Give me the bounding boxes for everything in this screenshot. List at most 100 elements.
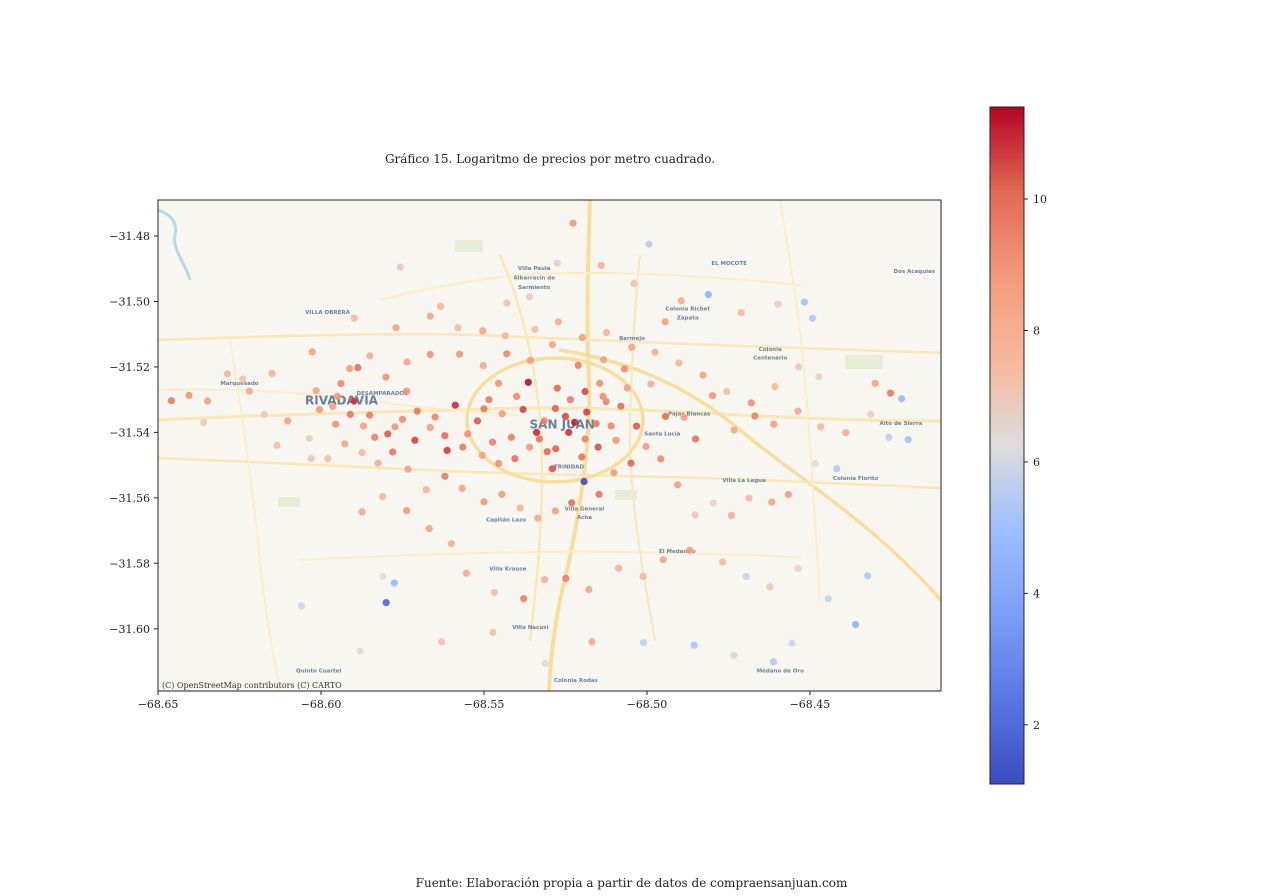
data-point — [581, 387, 589, 396]
data-point — [583, 408, 591, 416]
data-point — [426, 312, 434, 320]
data-point — [596, 379, 604, 387]
map-label: RIVADAVIA — [305, 394, 379, 408]
data-point — [571, 418, 579, 426]
data-point — [597, 261, 605, 270]
data-point — [526, 293, 534, 301]
source-note: Fuente: Elaboración propia a partir de d… — [415, 876, 848, 890]
data-point — [359, 422, 367, 430]
data-point — [751, 412, 759, 420]
data-point — [350, 397, 358, 405]
data-point — [645, 240, 653, 248]
data-point — [612, 436, 620, 444]
data-point — [842, 429, 850, 437]
data-point — [742, 572, 750, 581]
map-label: Colonia — [759, 347, 782, 353]
data-point — [464, 430, 472, 438]
data-point — [479, 362, 487, 370]
data-point — [632, 422, 641, 430]
data-point — [639, 639, 648, 647]
data-point — [501, 332, 509, 340]
y-tick-label: −31.48 — [109, 230, 150, 243]
map-label: Capitán Lazo — [486, 516, 526, 523]
data-point — [615, 564, 623, 572]
data-point — [534, 514, 542, 522]
data-point — [885, 433, 893, 441]
data-point — [366, 352, 374, 360]
data-point — [513, 392, 521, 400]
data-point — [554, 318, 562, 326]
data-point — [451, 401, 459, 409]
data-point — [588, 638, 596, 646]
data-point — [674, 481, 682, 489]
data-point — [371, 433, 379, 441]
data-point — [403, 387, 411, 395]
x-tick-label: −68.65 — [138, 698, 179, 711]
data-point — [541, 659, 549, 668]
data-point — [774, 300, 782, 308]
y-tick-label: −31.56 — [109, 492, 150, 505]
basemap-river — [158, 208, 192, 281]
data-point — [677, 297, 685, 305]
data-point — [425, 525, 433, 533]
data-point — [507, 433, 515, 441]
data-point — [552, 445, 560, 453]
data-point — [766, 583, 774, 591]
data-point — [551, 404, 560, 413]
data-point — [366, 411, 374, 419]
map-label: Médano de Oro — [757, 668, 804, 675]
data-point — [569, 219, 577, 227]
data-point — [730, 651, 738, 659]
data-point — [898, 395, 906, 403]
data-point — [548, 341, 557, 349]
map-label: Villa General — [565, 507, 605, 513]
data-point — [690, 641, 698, 649]
data-point — [594, 443, 602, 451]
data-point — [553, 384, 561, 392]
data-point — [382, 599, 390, 607]
data-point — [422, 486, 430, 494]
map-label: Villa Nacusi — [512, 625, 548, 631]
data-point — [479, 327, 487, 335]
data-point — [480, 498, 488, 506]
data-point — [599, 392, 607, 400]
map-label: Pajas Blancas — [668, 411, 711, 417]
map-label: Colonia Rodas — [554, 678, 599, 684]
data-point — [794, 565, 802, 573]
data-point — [719, 558, 727, 566]
map-axes: VILLA OBRERA Villa Paula Albarracín de Sarm… — [158, 200, 941, 691]
data-point — [520, 595, 528, 603]
data-point — [511, 455, 519, 463]
data-point — [411, 436, 419, 444]
data-point — [426, 423, 434, 432]
data-point — [526, 443, 534, 451]
axes-frame — [157, 199, 942, 692]
basemap-field — [845, 355, 883, 369]
data-point — [661, 318, 669, 326]
map-label: Villa La Legua — [722, 478, 766, 484]
data-point — [498, 490, 506, 498]
data-point — [478, 451, 486, 459]
data-point — [578, 333, 587, 342]
data-point — [886, 389, 895, 397]
data-point — [516, 504, 524, 512]
map-label: Quinto Cuartel — [296, 669, 341, 675]
data-point — [691, 511, 699, 519]
data-point — [768, 498, 776, 506]
data-point — [260, 410, 268, 418]
data-point — [312, 387, 320, 395]
chart-title: Gráfico 15. Logaritmo de precios por met… — [384, 152, 716, 166]
data-point — [708, 392, 717, 400]
data-point — [354, 364, 362, 372]
data-point — [332, 420, 340, 428]
data-point — [403, 358, 411, 366]
data-point — [647, 380, 655, 388]
data-point — [737, 309, 745, 317]
colorbar-gradient — [989, 106, 1025, 785]
data-point — [392, 324, 400, 332]
x-axis: −68.65 −68.60 −68.55 −68.50 −68.45 — [138, 691, 830, 711]
data-point — [490, 588, 498, 597]
data-point — [341, 440, 349, 448]
data-point — [627, 459, 635, 467]
data-point — [384, 430, 392, 438]
